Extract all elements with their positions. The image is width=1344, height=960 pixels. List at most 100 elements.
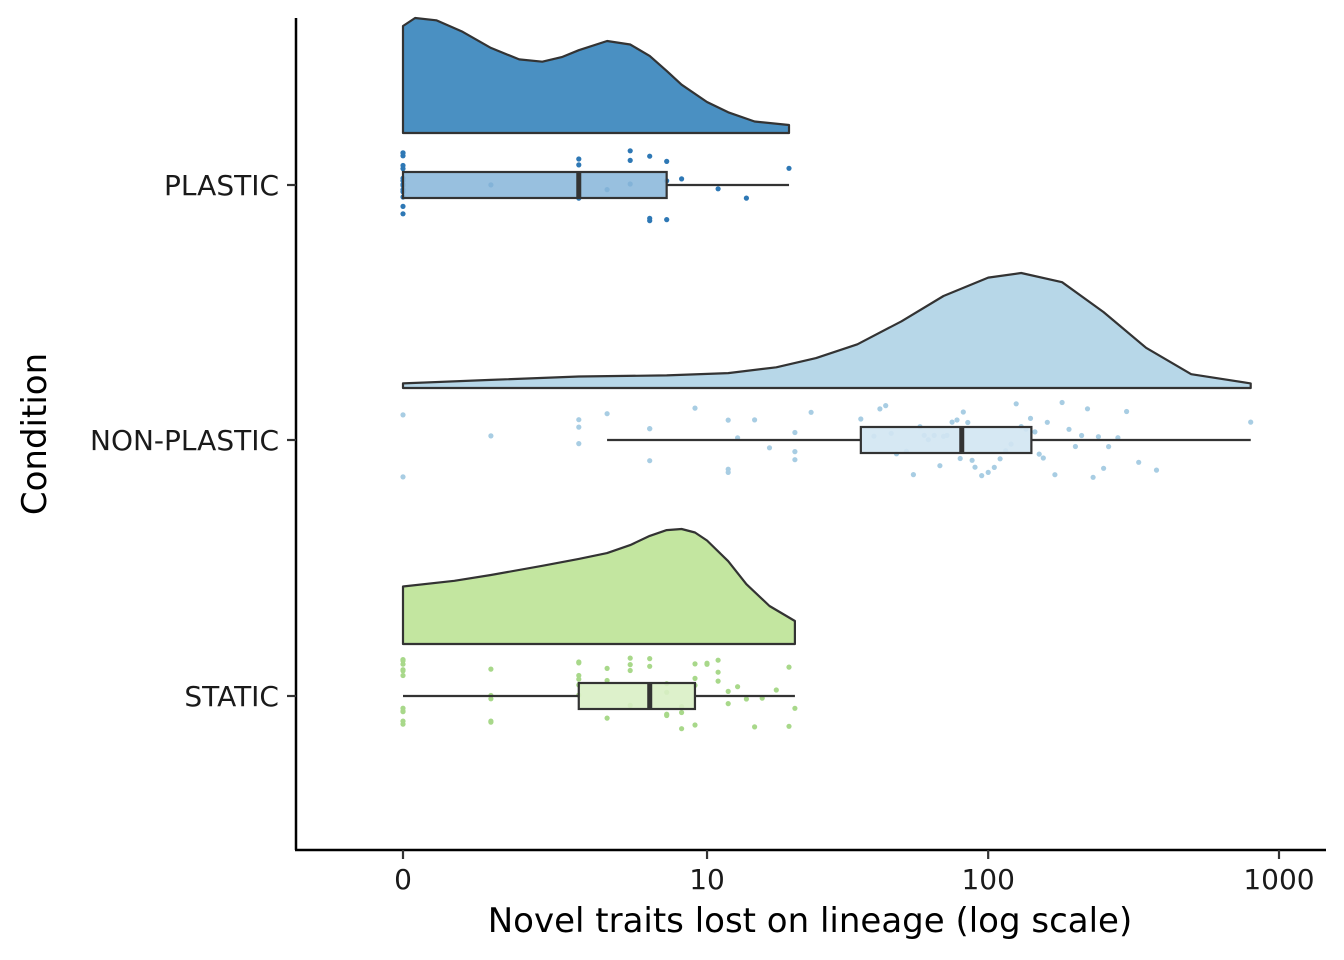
data-point — [1153, 467, 1160, 473]
data-point — [1052, 472, 1058, 478]
data-point — [400, 668, 406, 674]
data-point — [752, 417, 758, 423]
data-point — [692, 661, 698, 667]
y-tick-label: NON-PLASTIC — [90, 424, 279, 457]
data-point — [1090, 474, 1096, 480]
data-point — [400, 150, 406, 156]
data-point — [792, 429, 798, 436]
data-point — [604, 715, 610, 721]
data-point — [715, 678, 721, 684]
data-point — [400, 166, 406, 172]
data-point — [679, 726, 685, 732]
data-point — [647, 426, 653, 432]
data-point — [400, 672, 406, 679]
data-point — [488, 719, 494, 725]
data-point — [766, 445, 773, 451]
data-point — [576, 424, 582, 430]
density-cloud — [401, 271, 1252, 390]
data-point — [786, 664, 792, 670]
data-point — [1124, 408, 1130, 415]
data-point — [664, 711, 670, 717]
data-point — [576, 672, 582, 679]
data-point — [743, 696, 750, 702]
data-point — [910, 472, 917, 478]
x-tick-label: 1000 — [1243, 863, 1314, 896]
data-point — [400, 718, 406, 724]
data-point — [957, 455, 963, 462]
series-static — [400, 527, 798, 732]
data-point — [808, 409, 814, 415]
data-point — [752, 724, 758, 730]
data-point — [400, 657, 406, 663]
data-point — [604, 677, 610, 684]
iqr-box — [577, 681, 697, 711]
data-point — [576, 676, 582, 682]
data-point — [1036, 451, 1042, 457]
axes: PLASTIC NON-PLASTIC STATIC 0 10 100 1000 — [90, 18, 1326, 896]
x-tick-label: 0 — [394, 863, 412, 896]
y-axis-title: Condition — [15, 353, 55, 515]
data-point — [877, 406, 883, 412]
data-point — [627, 655, 633, 661]
data-point — [627, 662, 633, 668]
data-point — [692, 675, 698, 682]
data-point — [1059, 399, 1065, 406]
data-point — [627, 148, 633, 154]
data-point — [400, 661, 406, 667]
data-point — [400, 203, 406, 209]
data-point — [627, 667, 633, 674]
data-point — [400, 412, 406, 418]
data-point — [400, 474, 406, 480]
data-point — [725, 688, 731, 695]
data-point — [972, 464, 978, 470]
series-plastic — [400, 16, 792, 224]
data-point — [792, 449, 798, 455]
data-point — [1101, 465, 1107, 471]
data-point — [576, 162, 582, 168]
data-point — [400, 211, 406, 217]
data-point — [985, 469, 991, 475]
data-point — [400, 705, 406, 711]
data-point — [949, 419, 955, 425]
data-point — [679, 709, 685, 716]
x-tick-label: 100 — [961, 863, 1014, 896]
data-point — [679, 176, 685, 182]
data-point — [1013, 401, 1019, 407]
data-point — [792, 705, 798, 711]
data-point — [1248, 419, 1254, 425]
density-cloud — [401, 16, 791, 135]
x-tick-label: 10 — [689, 863, 725, 896]
data-point — [1136, 459, 1142, 465]
data-point — [715, 186, 721, 192]
data-point — [858, 416, 864, 422]
data-point — [604, 411, 610, 417]
data-point — [1084, 406, 1091, 412]
data-point — [488, 433, 494, 439]
data-point — [647, 153, 653, 159]
data-point — [604, 665, 610, 672]
data-point — [488, 666, 494, 672]
data-point — [715, 657, 721, 663]
data-point — [704, 660, 710, 666]
data-point — [1072, 443, 1078, 450]
data-point — [997, 456, 1003, 462]
data-point — [725, 417, 731, 423]
data-point — [786, 723, 792, 729]
x-axis-title: Novel traits lost on lineage (log scale) — [488, 901, 1133, 941]
iqr-box — [859, 425, 1033, 455]
data-point — [647, 663, 653, 669]
data-point — [743, 195, 750, 201]
data-point — [627, 157, 633, 163]
data-point — [576, 156, 582, 162]
data-point — [883, 403, 889, 409]
data-point — [1079, 432, 1085, 439]
y-tick-label: STATIC — [184, 680, 279, 713]
data-point — [1106, 444, 1112, 450]
data-point — [692, 722, 698, 728]
data-point — [965, 419, 971, 426]
data-point — [1040, 455, 1046, 461]
data-point — [647, 458, 653, 464]
data-point — [969, 457, 975, 463]
series-non-plastic — [400, 271, 1254, 480]
